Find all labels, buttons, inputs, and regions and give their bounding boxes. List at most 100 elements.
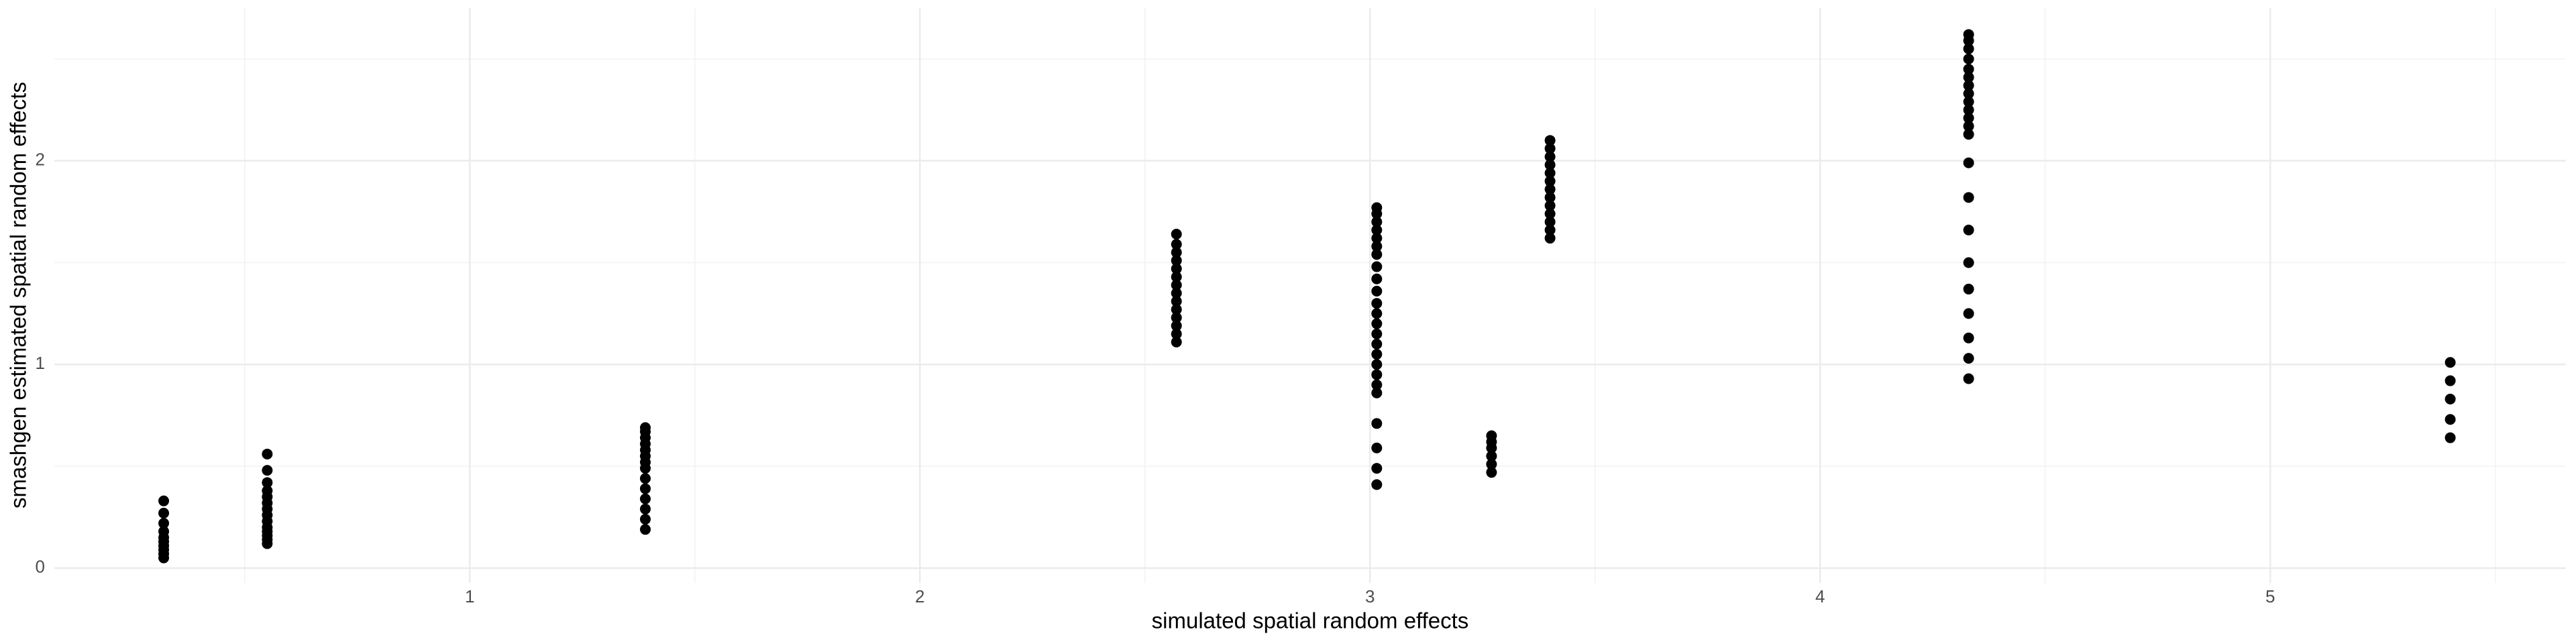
x-axis-title: simulated spatial random effects bbox=[1152, 608, 1469, 633]
point bbox=[1371, 261, 1383, 272]
point bbox=[1544, 176, 1556, 187]
point bbox=[1371, 298, 1383, 309]
point bbox=[1544, 159, 1556, 170]
point bbox=[1171, 328, 1182, 339]
point bbox=[262, 477, 273, 488]
point bbox=[639, 483, 651, 494]
point bbox=[2445, 414, 2456, 425]
point bbox=[1544, 216, 1556, 227]
point bbox=[158, 518, 170, 529]
point bbox=[1544, 233, 1556, 244]
point bbox=[1486, 459, 1497, 470]
point bbox=[1371, 318, 1383, 329]
point bbox=[1371, 216, 1383, 227]
point bbox=[1371, 285, 1383, 297]
point bbox=[1963, 373, 1974, 384]
point bbox=[1963, 283, 1974, 294]
point bbox=[1963, 80, 1974, 91]
point bbox=[1544, 224, 1556, 235]
point bbox=[262, 448, 273, 460]
point bbox=[1963, 157, 1974, 168]
point bbox=[1963, 112, 1974, 123]
point bbox=[1963, 332, 1974, 343]
point bbox=[639, 473, 651, 484]
x-tick-label: 3 bbox=[1365, 586, 1375, 606]
point bbox=[1371, 359, 1383, 370]
point bbox=[1371, 387, 1383, 398]
point bbox=[1544, 151, 1556, 162]
point bbox=[1171, 296, 1182, 307]
point bbox=[1371, 379, 1383, 390]
point bbox=[639, 422, 651, 433]
y-tick-label: 2 bbox=[36, 150, 45, 170]
point bbox=[1544, 200, 1556, 211]
point bbox=[2445, 357, 2456, 368]
point bbox=[1171, 312, 1182, 323]
x-tick-label: 1 bbox=[465, 586, 474, 606]
point bbox=[1171, 255, 1182, 266]
point bbox=[1371, 349, 1383, 360]
y-tick-label: 0 bbox=[36, 557, 45, 577]
point bbox=[1486, 450, 1497, 462]
point bbox=[1371, 202, 1383, 213]
point bbox=[1544, 208, 1556, 219]
point bbox=[1371, 463, 1383, 474]
point bbox=[1371, 479, 1383, 490]
point bbox=[1371, 369, 1383, 380]
point bbox=[1371, 241, 1383, 252]
point bbox=[1371, 224, 1383, 235]
point bbox=[1963, 129, 1974, 140]
point bbox=[1963, 43, 1974, 54]
point bbox=[1963, 88, 1974, 99]
point bbox=[1171, 336, 1182, 347]
point bbox=[1371, 308, 1383, 319]
point bbox=[1171, 288, 1182, 299]
point bbox=[1963, 29, 1974, 40]
point bbox=[262, 485, 273, 496]
point bbox=[1171, 228, 1182, 239]
point bbox=[639, 503, 651, 515]
point bbox=[1544, 167, 1556, 178]
x-tick-label: 4 bbox=[1815, 586, 1825, 606]
point bbox=[1171, 263, 1182, 274]
x-tick-label: 5 bbox=[2265, 586, 2275, 606]
point bbox=[1544, 135, 1556, 146]
point bbox=[1371, 233, 1383, 244]
point bbox=[1371, 338, 1383, 350]
point bbox=[262, 465, 273, 476]
point bbox=[158, 507, 170, 519]
point bbox=[1963, 104, 1974, 115]
point bbox=[1171, 271, 1182, 282]
x-tick-label: 2 bbox=[915, 586, 924, 606]
point bbox=[1544, 143, 1556, 154]
point bbox=[1963, 192, 1974, 203]
point bbox=[1963, 53, 1974, 64]
point bbox=[1963, 72, 1974, 83]
point bbox=[1963, 121, 1974, 132]
point bbox=[1171, 239, 1182, 250]
point bbox=[639, 493, 651, 504]
point bbox=[2445, 432, 2456, 443]
point bbox=[639, 524, 651, 535]
point bbox=[1963, 353, 1974, 364]
point bbox=[1486, 467, 1497, 478]
point bbox=[1171, 304, 1182, 315]
point bbox=[1544, 192, 1556, 203]
point bbox=[1371, 249, 1383, 260]
point bbox=[1544, 184, 1556, 195]
point bbox=[1171, 320, 1182, 331]
y-axis-title: smashgen estimated spatial random effect… bbox=[6, 82, 31, 508]
point bbox=[1963, 308, 1974, 319]
point bbox=[1963, 96, 1974, 107]
point bbox=[158, 526, 170, 537]
point bbox=[1171, 279, 1182, 290]
point bbox=[639, 513, 651, 525]
point bbox=[1963, 257, 1974, 268]
point bbox=[1371, 442, 1383, 453]
y-tick-label: 1 bbox=[36, 353, 45, 373]
point bbox=[2445, 393, 2456, 405]
point bbox=[1963, 64, 1974, 75]
point bbox=[1963, 224, 1974, 235]
point bbox=[1371, 418, 1383, 429]
